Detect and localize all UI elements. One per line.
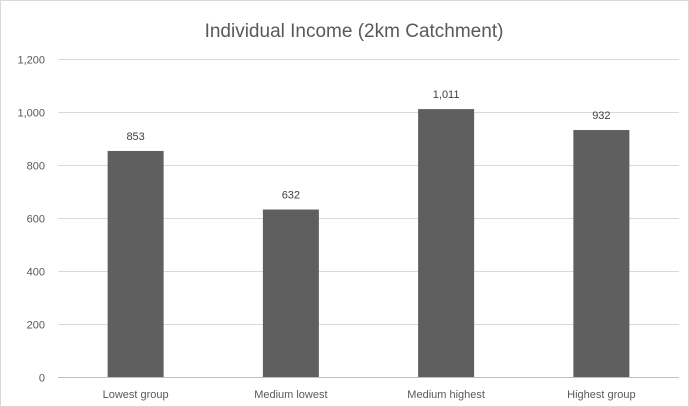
x-tick-label: Medium highest — [407, 389, 485, 401]
y-tick-label: 200 — [27, 320, 45, 332]
y-tick-label: 400 — [27, 267, 45, 279]
y-tick-label: 600 — [27, 214, 45, 226]
y-tick-label: 1,200 — [17, 55, 45, 67]
y-tick-label: 0 — [39, 373, 45, 385]
bar — [107, 150, 164, 377]
data-label: 853 — [126, 131, 144, 143]
bar — [573, 130, 630, 377]
y-tick-label: 800 — [27, 161, 45, 173]
bars — [107, 109, 630, 378]
data-label: 1,011 — [433, 89, 460, 101]
chart-title: Individual Income (2km Catchment) — [205, 21, 504, 42]
data-label: 632 — [282, 190, 300, 202]
x-tick-label: Highest group — [567, 389, 636, 401]
data-label: 932 — [592, 110, 610, 122]
bar — [262, 209, 319, 377]
x-tick-label: Medium lowest — [254, 389, 327, 401]
x-tick-label: Lowest group — [103, 389, 169, 401]
data-labels: 853 632 1,011 932 — [126, 89, 610, 201]
y-tick-label: 1,000 — [17, 108, 45, 120]
bar — [418, 109, 475, 378]
y-axis-ticks: 0 200 400 600 800 1,000 1,200 — [17, 55, 45, 385]
x-axis-ticks: Lowest group Medium lowest Medium highest H… — [103, 389, 636, 401]
